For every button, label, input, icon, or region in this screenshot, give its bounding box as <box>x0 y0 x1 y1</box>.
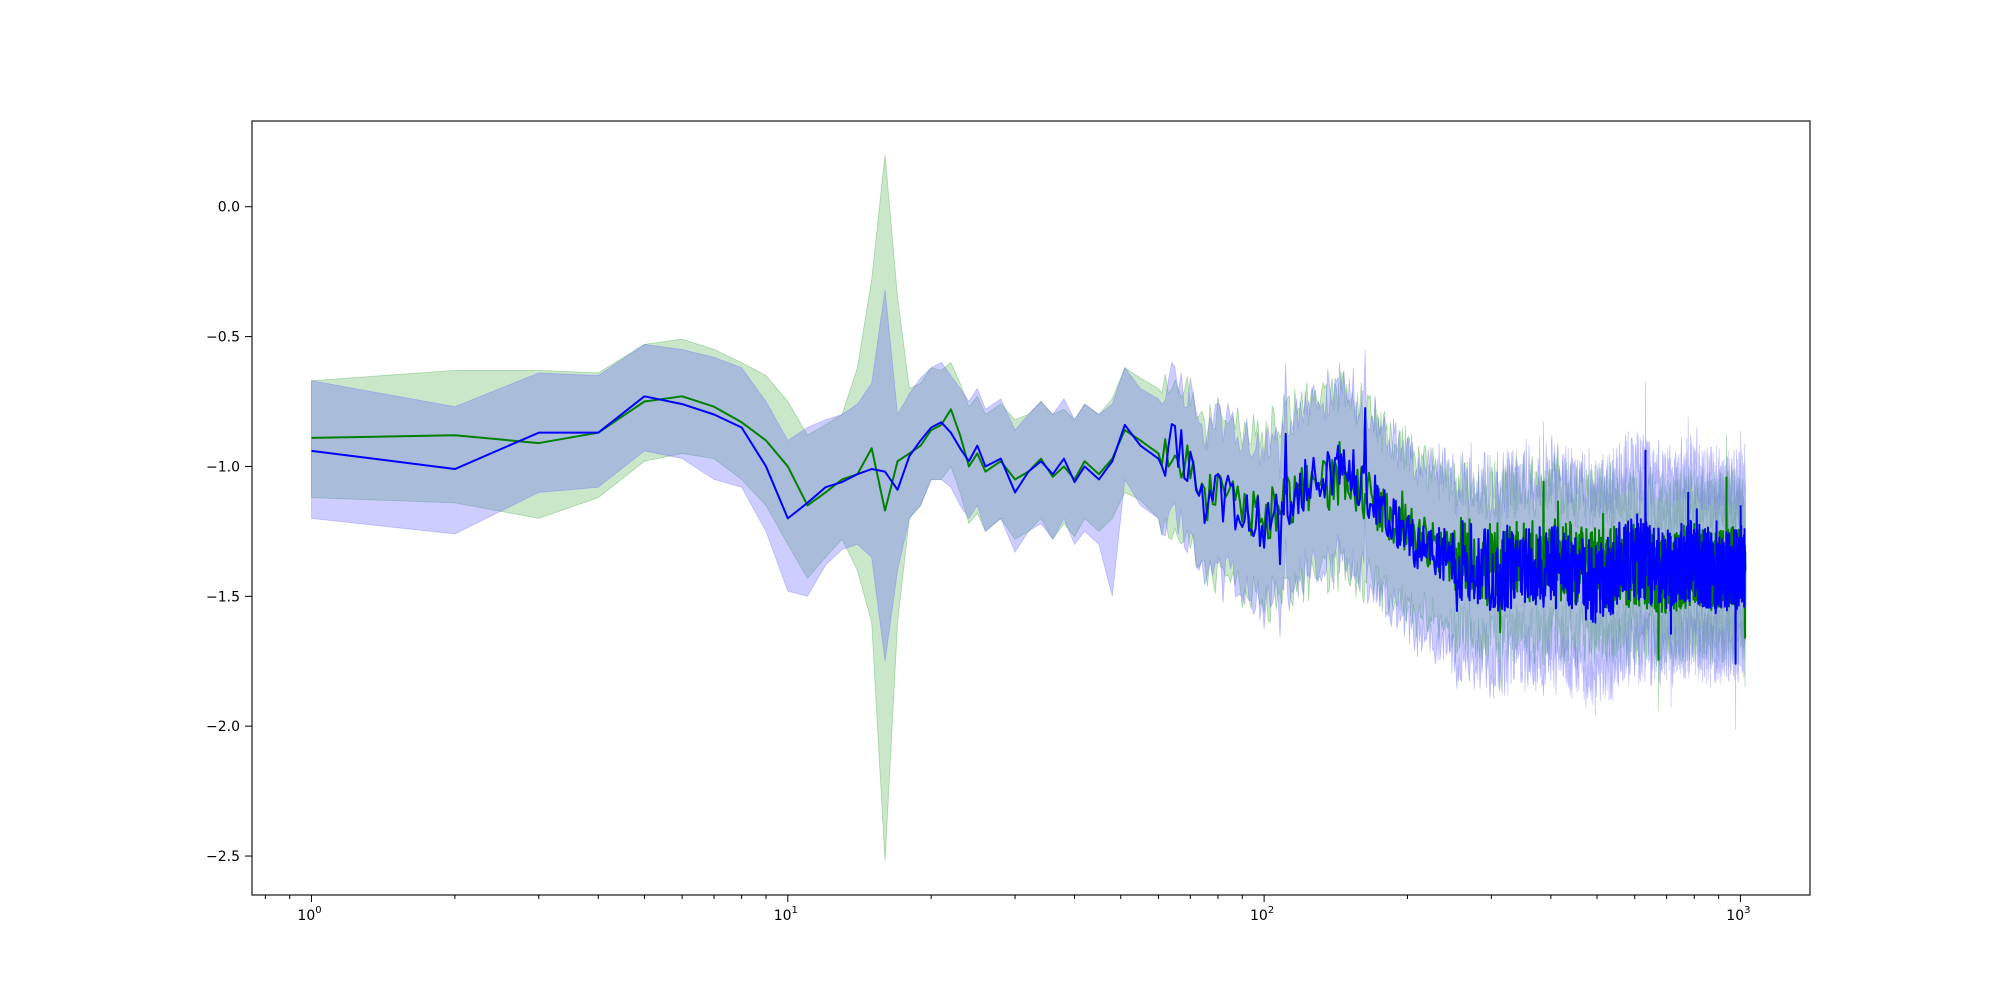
y-tick-label: 0.0 <box>218 200 240 216</box>
y-tick-label: −1.5 <box>206 589 240 605</box>
x-tick-label: 100 <box>297 905 321 924</box>
plot-frame <box>251 120 1811 896</box>
x-tick-label: 101 <box>774 905 798 924</box>
x-axis: 100 101 102 103 <box>264 895 1751 924</box>
series-lines <box>311 395 1747 665</box>
x-tick-label: 103 <box>1726 905 1750 924</box>
confidence-bands <box>311 154 1746 862</box>
y-tick-label: −1.0 <box>206 459 240 475</box>
x-tick-label: 102 <box>1250 905 1274 924</box>
y-axis: 0.0 −0.5 −1.0 −1.5 −2.0 −2.5 <box>206 200 252 865</box>
y-tick-label: −2.0 <box>206 719 240 735</box>
series-line <box>311 395 1747 665</box>
y-tick-label: −2.5 <box>206 849 240 865</box>
y-tick-label: −0.5 <box>206 330 240 346</box>
series-band <box>311 289 1746 730</box>
